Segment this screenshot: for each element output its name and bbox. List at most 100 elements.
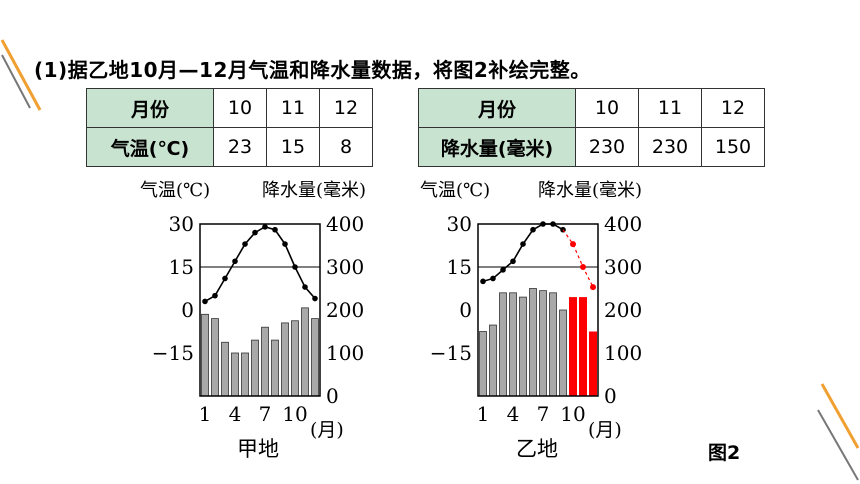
temp-tick-label: 15 [447,255,472,279]
precip-bar [489,324,497,397]
table-row: 降水量(毫米) 230 230 150 [418,127,765,167]
temperature-point [262,224,268,230]
temperature-point [282,241,288,247]
precip-bar [291,320,299,397]
plot-frame [477,223,599,397]
question-text: (1)据乙地10月—12月气温和降水量数据，将图2补绘完整。 [34,58,591,82]
temp-tick-label: −15 [430,341,472,365]
precip-bar [301,307,309,397]
table-cell: 23 [213,127,267,167]
temperature-point [242,241,248,247]
precip-bar [201,313,209,397]
temperature-point [292,264,298,270]
temperature-line [482,223,564,283]
month-tick-label: 1 [477,402,490,426]
precip-bar [221,341,229,397]
temp-tick-label: 0 [459,298,472,322]
table-cell: 10 [575,88,639,128]
temp-tick-label: 30 [169,212,194,236]
x-axis-unit: (月) [310,419,344,441]
temp-tick-label: 15 [169,255,194,279]
temp-tick-label: 0 [181,298,194,322]
precip-tick-label: 200 [326,298,364,322]
completion-precip-bar [579,297,587,396]
completion-precip-bar [569,297,577,396]
precip-tick-label: 0 [326,384,339,408]
precip-bar [251,339,259,397]
precip-bar [509,292,517,397]
table-row: 月份 10 11 12 [418,88,765,128]
table-cell: 150 [701,127,765,167]
temperature-point [312,295,318,302]
precip-bar [549,292,557,397]
precip-bar [311,318,319,397]
precip-bar [499,292,507,397]
month-tick-label: 10 [282,402,307,426]
precip-tick-label: 400 [604,212,642,236]
completion-temperature-point [590,284,596,291]
row-header: 气温(℃) [86,127,214,167]
temperature-point [272,226,278,233]
row-header: 月份 [418,88,576,128]
right-axis-label: 降水量(毫米) [262,180,366,201]
temperature-point [500,267,506,273]
decor-bottom-right [817,383,860,481]
temperature-point [222,275,228,282]
precip-bar [271,339,279,397]
row-header: 月份 [86,88,214,128]
table-row: 气温(℃) 23 15 8 [86,127,373,167]
temperature-point [232,258,238,265]
temp-tick-label: 30 [447,212,472,236]
completion-precip-bar [589,331,597,396]
figure-label: 图2 [708,442,741,464]
precip-tick-label: 300 [604,255,642,279]
left-axis-label: 气温(℃) [420,180,490,201]
precip-tick-label: 200 [604,298,642,322]
decor-top-left [0,39,42,111]
temperature-point [212,292,218,299]
precip-tick-label: 0 [604,384,617,408]
x-axis-unit: (月) [588,419,622,441]
month-tick-label: 4 [229,402,242,426]
completion-temperature-point [580,264,586,270]
table-cell: 8 [319,127,373,167]
chart-title: 甲地 [237,437,279,461]
temperature-point [530,226,536,233]
table-cell: 230 [575,127,639,167]
month-tick-label: 1 [199,402,212,426]
temperature-line [204,226,316,303]
month-tick-label: 4 [507,402,520,426]
precip-tick-label: 400 [326,212,364,236]
temperature-point [520,241,526,247]
temperature-point [302,284,308,290]
table-cell: 230 [638,127,702,167]
precipitation-table: 月份 10 11 12 降水量(毫米) 230 230 150 [418,88,765,167]
right-axis-label: 降水量(毫米) [538,180,642,201]
precip-bar [261,326,269,397]
precip-bar [241,352,249,397]
temperature-point [480,278,486,285]
precip-bar [281,322,289,397]
temperature-point [510,258,516,265]
precip-bar [479,331,487,397]
precip-tick-label: 100 [326,341,364,365]
chart-title: 乙地 [516,437,558,461]
precip-bar [559,309,567,397]
temp-tick-label: −15 [152,341,194,365]
precip-tick-label: 100 [604,341,642,365]
row-header: 降水量(毫米) [418,127,576,167]
month-tick-label: 7 [259,402,272,426]
plot-frame [199,223,321,397]
completion-temperature-point [570,241,576,248]
temperature-point [252,229,258,236]
precip-tick-label: 300 [326,255,364,279]
precip-bar [519,296,527,397]
completion-temperature-line [562,229,594,288]
temperature-point [490,275,496,282]
precip-bar [539,290,547,397]
temperature-table: 月份 10 11 12 气温(℃) 23 15 8 [86,88,373,167]
precip-bar [211,318,219,397]
temperature-point [202,298,208,305]
precip-bar [529,288,537,397]
month-tick-label: 7 [537,402,550,426]
